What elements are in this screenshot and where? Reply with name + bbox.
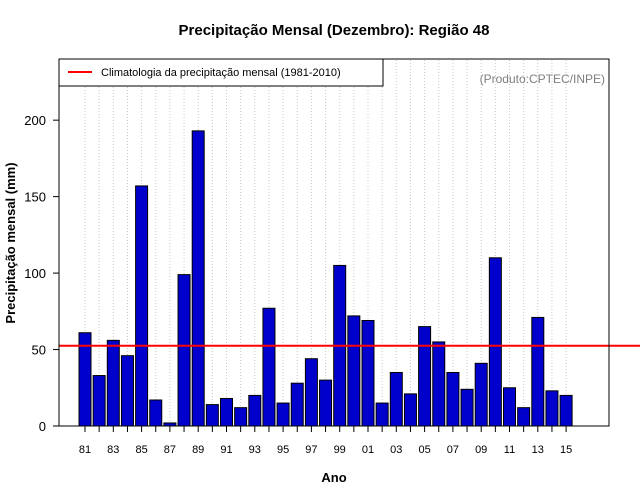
legend-box xyxy=(58,58,384,87)
y-tick-label: 200 xyxy=(24,113,46,128)
x-tick-label: 93 xyxy=(249,444,261,456)
bar-83 xyxy=(106,339,120,427)
bar-97 xyxy=(304,358,318,427)
bar-92 xyxy=(234,407,248,427)
x-tick-label: 07 xyxy=(447,444,459,456)
x-tick-label: 89 xyxy=(192,444,204,456)
bar-98 xyxy=(319,379,333,427)
bar-08 xyxy=(460,388,474,427)
x-tick-label: 81 xyxy=(79,444,91,456)
x-axis-label: Ano xyxy=(321,470,346,485)
y-tick-label: 150 xyxy=(24,190,46,205)
bar-96 xyxy=(290,382,304,427)
bar-01 xyxy=(361,319,375,427)
x-tick-label: 87 xyxy=(164,444,176,456)
x-tick-label: 83 xyxy=(107,444,119,456)
y-tick-label: 50 xyxy=(32,343,46,358)
x-tick-label: 99 xyxy=(334,444,346,456)
x-tick-label: 97 xyxy=(305,444,317,456)
bar-05 xyxy=(418,326,432,427)
bar-89 xyxy=(191,130,205,427)
bar-90 xyxy=(205,404,219,427)
legend-label: Climatologia da precipitação mensal (198… xyxy=(101,67,341,79)
bar-95 xyxy=(276,402,290,427)
x-tick-label: 09 xyxy=(475,444,487,456)
bar-82 xyxy=(92,375,106,427)
x-tick-label: 85 xyxy=(135,444,147,456)
bar-00 xyxy=(347,315,361,427)
bars xyxy=(78,130,573,427)
grid-lines xyxy=(84,60,567,425)
bar-06 xyxy=(432,341,446,427)
bar-11 xyxy=(503,387,516,427)
bar-12 xyxy=(517,407,531,427)
x-tick-label: 01 xyxy=(362,444,374,456)
bar-10 xyxy=(488,257,502,427)
chart-title: Precipitação Mensal (Dezembro): Região 4… xyxy=(179,22,490,39)
bar-94 xyxy=(262,307,276,427)
y-tick-label: 100 xyxy=(24,266,46,281)
bar-13 xyxy=(531,316,545,427)
bar-15 xyxy=(559,394,573,427)
x-tick-label: 91 xyxy=(220,444,232,456)
y-tick-label: 0 xyxy=(39,419,46,434)
x-axis: 81 83 85 87 89 91 93 95 97 99 01 03 05 07 09 11 13 15 xyxy=(59,425,609,456)
x-tick-label: 15 xyxy=(560,444,572,456)
bar-03 xyxy=(389,371,403,427)
credit-text: (Produto:CPTEC/INPE) xyxy=(480,72,605,86)
bar-88 xyxy=(177,274,191,427)
bar-07 xyxy=(446,371,460,427)
legend: Climatologia da precipitação mensal (198… xyxy=(58,58,384,87)
x-tick-label: 13 xyxy=(532,444,544,456)
bar-84 xyxy=(120,355,134,427)
bar-91 xyxy=(220,397,233,427)
bar-09 xyxy=(474,362,488,427)
bar-04 xyxy=(403,393,417,427)
bar-02 xyxy=(375,402,389,427)
bar-14 xyxy=(545,390,559,427)
y-axis: 0 50 100 150 200 xyxy=(24,113,60,434)
x-tick-label: 05 xyxy=(418,444,430,456)
bar-86 xyxy=(149,399,163,427)
x-tick-label: 11 xyxy=(504,444,515,456)
plot-area xyxy=(58,58,640,427)
y-axis-label: Precipitação mensal (mm) xyxy=(3,162,18,323)
bar-93 xyxy=(248,394,262,427)
x-tick-label: 03 xyxy=(390,444,402,456)
bar-85 xyxy=(135,185,149,427)
x-tick-label: 95 xyxy=(277,444,289,456)
